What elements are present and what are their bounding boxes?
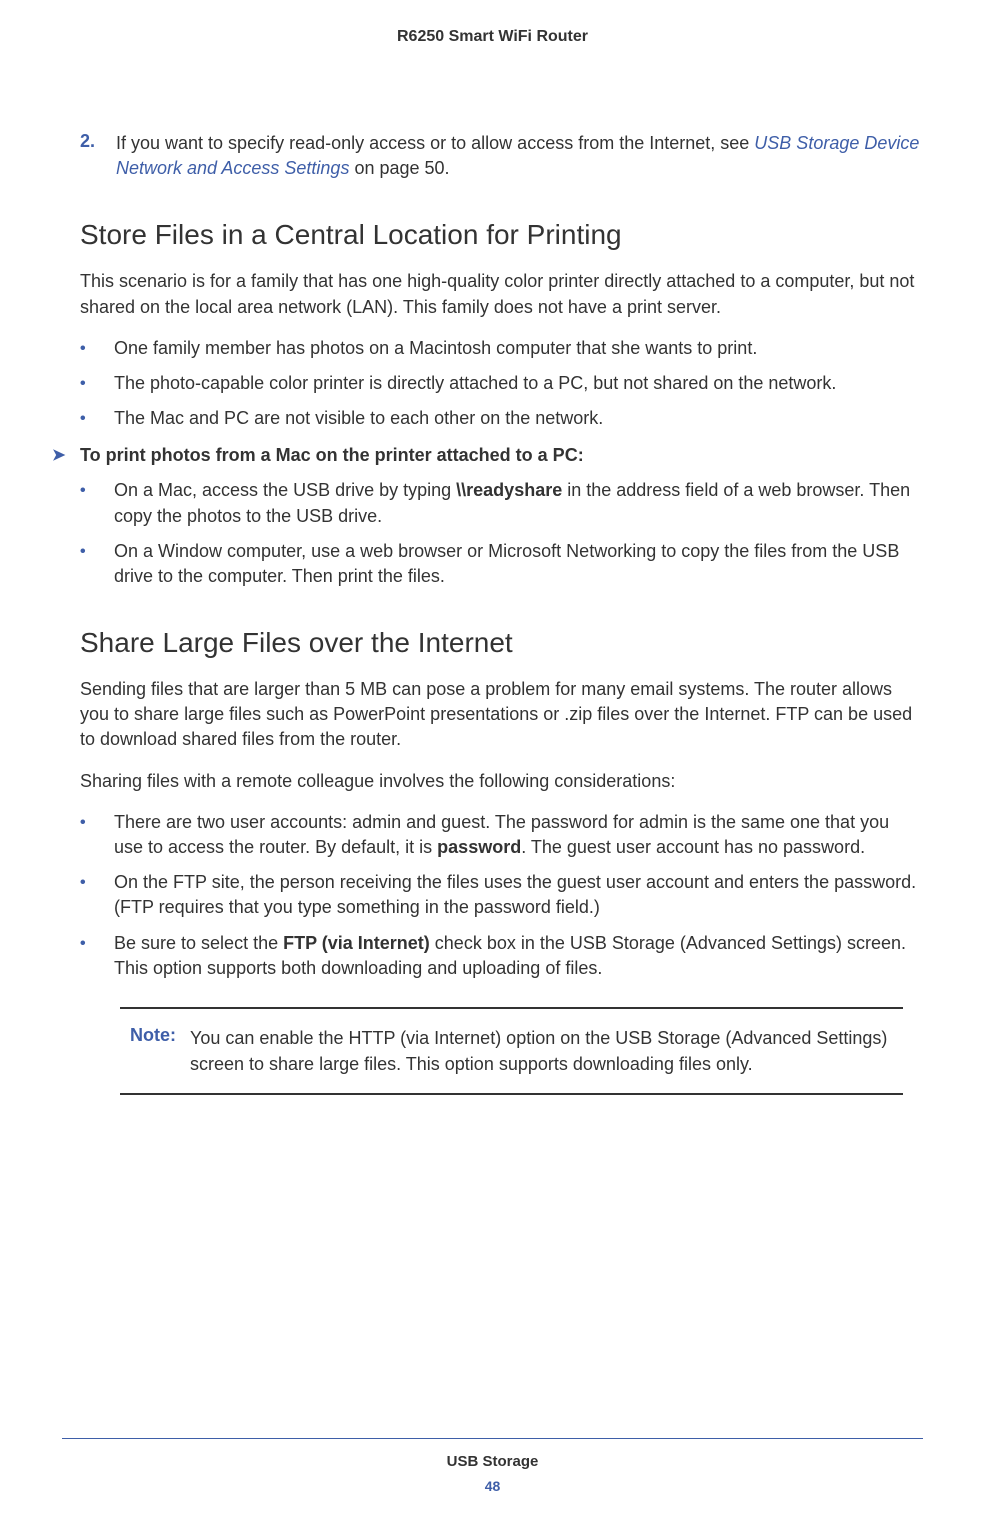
section2-bullet-list: • There are two user accounts: admin and… xyxy=(80,810,923,981)
list-item: • There are two user accounts: admin and… xyxy=(80,810,923,860)
bullet-icon: • xyxy=(80,478,114,528)
bullet-text: There are two user accounts: admin and g… xyxy=(114,810,923,860)
note-box: Note: You can enable the HTTP (via Inter… xyxy=(120,1007,903,1095)
step2-text-after: on page 50. xyxy=(349,158,449,178)
bullet-text: Be sure to select the FTP (via Internet)… xyxy=(114,931,923,981)
list-item: • Be sure to select the FTP (via Interne… xyxy=(80,931,923,981)
bullet-icon: • xyxy=(80,810,114,860)
procedure-bullet-list: • On a Mac, access the USB drive by typi… xyxy=(80,478,923,589)
bullet-icon: • xyxy=(80,931,114,981)
ftp-option-label: FTP (via Internet) xyxy=(283,933,430,953)
bullet-icon: • xyxy=(80,870,114,920)
list-item: •The Mac and PC are not visible to each … xyxy=(80,406,923,431)
bullet-text: The photo-capable color printer is direc… xyxy=(114,371,836,396)
page-header-title: R6250 Smart WiFi Router xyxy=(62,28,923,46)
bullet-text: On the FTP site, the person receiving th… xyxy=(114,870,923,920)
bullet-icon: • xyxy=(80,371,114,396)
list-item: •On a Window computer, use a web browser… xyxy=(80,539,923,589)
bullet-text: On a Window computer, use a web browser … xyxy=(114,539,923,589)
bullet-text: One family member has photos on a Macint… xyxy=(114,336,757,361)
procedure-title: To print photos from a Mac on the printe… xyxy=(80,445,584,466)
heading-store-files: Store Files in a Central Location for Pr… xyxy=(80,219,923,251)
text-fragment: On a Mac, access the USB drive by typing xyxy=(114,480,456,500)
step2-text-before: If you want to specify read-only access … xyxy=(116,133,754,153)
bullet-icon: • xyxy=(80,539,114,589)
default-password-value: password xyxy=(437,837,521,857)
footer-rule xyxy=(62,1438,923,1439)
bullet-icon: • xyxy=(80,406,114,431)
text-fragment: Be sure to select the xyxy=(114,933,283,953)
list-item: •One family member has photos on a Macin… xyxy=(80,336,923,361)
footer-page-number: 48 xyxy=(0,1478,985,1494)
step-body: If you want to specify read-only access … xyxy=(116,131,923,181)
section2-p1: Sending files that are larger than 5 MB … xyxy=(80,677,923,753)
procedure-heading: ➤ To print photos from a Mac on the prin… xyxy=(52,445,923,466)
bullet-text: On a Mac, access the USB drive by typing… xyxy=(114,478,923,528)
footer-chapter: USB Storage xyxy=(0,1453,985,1470)
bullet-icon: • xyxy=(80,336,114,361)
chevron-right-icon: ➤ xyxy=(52,445,80,466)
text-fragment: . The guest user account has no password… xyxy=(521,837,865,857)
page-footer: USB Storage 48 xyxy=(0,1438,985,1494)
note-text: You can enable the HTTP (via Internet) o… xyxy=(190,1025,893,1077)
list-item: • On a Mac, access the USB drive by typi… xyxy=(80,478,923,528)
readyshare-path: \\readyshare xyxy=(456,480,562,500)
step-2: 2. If you want to specify read-only acce… xyxy=(80,131,923,181)
step-number: 2. xyxy=(80,131,116,181)
section1-intro: This scenario is for a family that has o… xyxy=(80,269,923,319)
heading-share-large-files: Share Large Files over the Internet xyxy=(80,627,923,659)
section1-bullet-list: •One family member has photos on a Macin… xyxy=(80,336,923,432)
list-item: •On the FTP site, the person receiving t… xyxy=(80,870,923,920)
section2-p2: Sharing files with a remote colleague in… xyxy=(80,769,923,794)
bullet-text: The Mac and PC are not visible to each o… xyxy=(114,406,603,431)
note-label: Note: xyxy=(130,1025,190,1077)
list-item: •The photo-capable color printer is dire… xyxy=(80,371,923,396)
